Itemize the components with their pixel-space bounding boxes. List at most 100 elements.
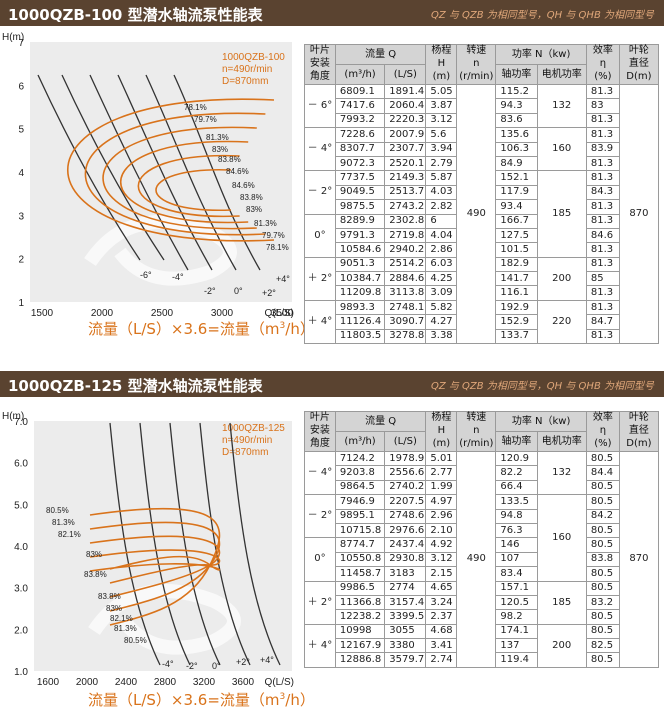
- head-cell: 3.12: [425, 112, 458, 129]
- flow-ls-cell: 3579.7: [384, 652, 427, 668]
- angle-cell: － 2°: [304, 494, 336, 539]
- efficiency-label: 79.7%: [262, 231, 285, 240]
- shaft-power-cell: 116.1: [495, 285, 538, 301]
- flow-ls-cell: 1978.9: [384, 450, 427, 467]
- flow-ls-cell: 3399.5: [384, 609, 427, 625]
- flow-ls-cell: 2556.6: [384, 465, 427, 481]
- flow-ls-cell: 2743.2: [384, 199, 427, 215]
- x-tick-label: 3600: [232, 677, 255, 688]
- y-tick-label: 1.0: [14, 667, 28, 678]
- shaft-power-cell: 192.9: [495, 299, 538, 316]
- shaft-power-cell: 174.1: [495, 623, 538, 640]
- angle-cell: － 2°: [304, 170, 336, 215]
- flow-ls-cell: 3090.7: [384, 314, 427, 330]
- head-cell: 1.99: [425, 479, 458, 496]
- shaft-power-cell: 133.7: [495, 328, 538, 345]
- header-efficiency: 效率 η (%): [585, 411, 620, 452]
- x-tick-label: 1500: [31, 308, 54, 319]
- flow-m3-cell: 6809.1: [334, 83, 386, 100]
- table-row: 11209.8 3113.8 3.09 116.1 81.3: [305, 285, 659, 301]
- performance-table: 叶片 安装 角度 流量 Q 杨程 H (m) 转速 n (r/min) 功率 N（kw) 效率 η (%)…: [304, 411, 660, 668]
- header-efficiency: 效率 η (%): [585, 44, 620, 85]
- efficiency-cell: 81.3: [585, 213, 620, 229]
- efficiency-cell: 82.5: [585, 638, 620, 654]
- table-row: 11803.5 3278.8 3.38 133.7 81.3: [305, 328, 659, 345]
- motor-power-cell: 185: [536, 170, 587, 258]
- head-cell: 6.03: [425, 256, 458, 273]
- efficiency-curve: [67, 98, 275, 242]
- efficiency-cell: 80.5: [585, 566, 620, 582]
- efficiency-curve: [84, 112, 266, 236]
- efficiency-curve: [89, 521, 221, 612]
- efficiency-label: 83%: [106, 604, 122, 613]
- efficiency-cell: 84.4: [585, 465, 620, 481]
- head-cell: 5.6: [425, 127, 458, 143]
- angle-cell: － 6°: [304, 83, 336, 129]
- speed-label: n=490r/min: [222, 435, 272, 446]
- efficiency-curve: [89, 555, 221, 572]
- flow-m3-cell: 7417.6: [334, 98, 386, 114]
- efficiency-cell: 80.5: [585, 537, 620, 553]
- flow-ls-cell: 2976.6: [384, 522, 427, 539]
- efficiency-cell: 80.5: [585, 479, 620, 496]
- flow-m3-cell: 11126.4: [334, 314, 386, 330]
- efficiency-label: 81.3%: [52, 518, 75, 527]
- angle-cell: ＋ 4°: [304, 299, 336, 345]
- efficiency-cell: 83.9: [585, 141, 620, 157]
- table-row: 9203.8 2556.6 2.77 82.2 84.4: [305, 465, 659, 481]
- model-label: 1000QZB-100: [222, 52, 285, 63]
- table-row: ＋ 2° 9986.5 2774 4.65 157.1 185 80.5: [304, 580, 659, 625]
- head-cell: 2.79: [425, 155, 458, 172]
- flow-ls-cell: 2719.8: [384, 227, 427, 244]
- efficiency-cell: 80.5: [585, 580, 620, 596]
- table-row: － 2° 7946.9 2207.5 4.97 133.5 160 80.5: [304, 494, 659, 582]
- flow-ls-cell: 3183: [384, 566, 427, 582]
- angle-curve: [109, 422, 161, 666]
- head-cell: 2.77: [425, 465, 458, 481]
- head-cell: 4.03: [425, 184, 458, 201]
- y-axis-label: H(m): [2, 411, 24, 422]
- efficiency-cell: 80.5: [585, 623, 620, 640]
- motor-power-cell: 132: [536, 450, 587, 496]
- efficiency-cell: 80.5: [585, 522, 620, 539]
- table-row: 12238.2 3399.5 2.37 98.2 80.5: [305, 609, 659, 625]
- flow-ls-cell: 3157.4: [384, 594, 427, 611]
- x-tick-label: 2500: [151, 308, 174, 319]
- shaft-power-cell: 94.8: [495, 508, 538, 524]
- efficiency-label: 83.8%: [84, 570, 107, 579]
- head-cell: 4.68: [425, 623, 458, 640]
- head-cell: 2.96: [425, 508, 458, 524]
- performance-chart: 1.0 2.0 3.0 4.0 5.0 6.0 7.0 1600 2000 2400 2800 320…: [2, 411, 294, 688]
- header-power: 功率 N（kw): [495, 44, 587, 65]
- head-cell: 3.41: [425, 638, 458, 654]
- head-cell: 3.38: [425, 328, 458, 345]
- flow-ls-cell: 2748.6: [384, 508, 427, 524]
- motor-power-cell: 200: [536, 623, 587, 668]
- head-cell: 3.87: [425, 98, 458, 114]
- head-cell: 4.97: [425, 494, 458, 510]
- shaft-power-cell: 106.3: [495, 141, 538, 157]
- shaft-power-cell: 152.1: [495, 170, 538, 186]
- efficiency-curve: [137, 154, 240, 218]
- flow-m3-cell: 10715.8: [334, 522, 386, 539]
- shaft-power-cell: 127.5: [495, 227, 538, 244]
- angle-cell: 0°: [304, 213, 336, 258]
- efficiency-curve: [89, 507, 221, 626]
- flow-ls-cell: 1891.4: [384, 83, 427, 100]
- angle-curve: [173, 74, 261, 271]
- flow-ls-cell: 2307.7: [384, 141, 427, 157]
- shaft-power-cell: 83.4: [495, 566, 538, 582]
- efficiency-label: 80.5%: [124, 636, 147, 645]
- angle-label: -2°: [204, 286, 216, 296]
- diameter-label: D=870mm: [222, 76, 268, 87]
- flow-m3-cell: 12886.8: [334, 652, 386, 668]
- efficiency-cell: 81.3: [585, 112, 620, 129]
- flow-m3-cell: 12167.9: [334, 638, 386, 654]
- y-axis-label: H(m): [2, 32, 24, 43]
- flow-m3-cell: 10384.7: [334, 271, 386, 287]
- y-tick-label: 6: [18, 81, 24, 92]
- flow-ls-cell: 2149.3: [384, 170, 427, 186]
- flow-m3-cell: 7993.2: [334, 112, 386, 129]
- impeller-cell: 870: [618, 83, 660, 345]
- header-angle: 叶片 安装 角度: [304, 44, 336, 85]
